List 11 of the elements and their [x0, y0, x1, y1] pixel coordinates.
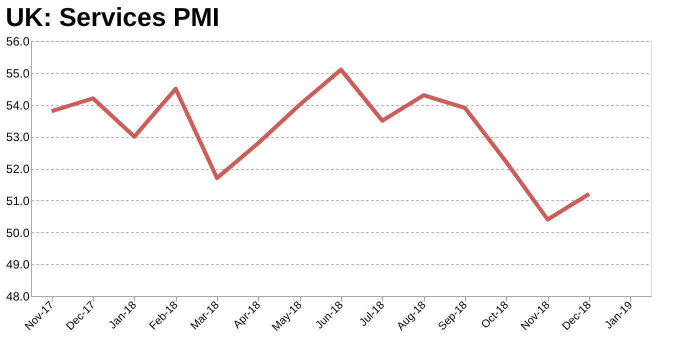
y-tick-label: 53.0 [6, 130, 30, 144]
y-tick-label: 49.0 [6, 258, 30, 272]
y-tick-label: 56.0 [6, 34, 30, 48]
y-tick-label: 51.0 [6, 194, 30, 208]
line-series [50, 68, 591, 222]
y-tick-label: 52.0 [6, 162, 30, 176]
chart-title: UK: Services PMI [6, 2, 220, 32]
y-tick-label: 50.0 [6, 226, 30, 240]
y-tick-label: 54.0 [6, 98, 30, 112]
y-tick-label: 55.0 [6, 66, 30, 80]
y-tick-label: 48.0 [6, 290, 30, 304]
